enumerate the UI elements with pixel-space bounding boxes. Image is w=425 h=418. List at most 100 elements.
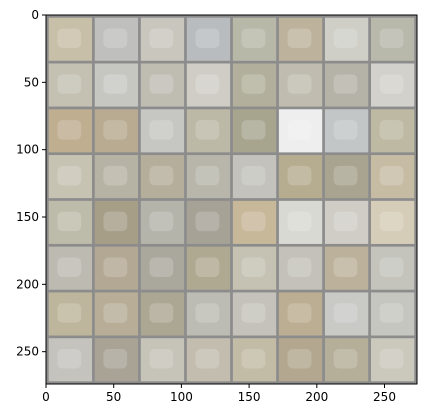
image-tile — [48, 246, 93, 290]
image-tile — [140, 109, 185, 153]
x-tick-label: 0 — [42, 390, 50, 404]
image-tile — [324, 200, 369, 244]
tile-subject — [103, 28, 128, 49]
tile-subject — [103, 120, 128, 140]
tile-subject — [195, 349, 220, 369]
image-tile — [94, 109, 139, 153]
tile-subject — [287, 349, 312, 369]
tile-subject — [149, 28, 174, 49]
image-tile — [232, 338, 277, 382]
image-tile — [324, 109, 369, 153]
image-tile — [186, 246, 231, 290]
tile-subject — [379, 74, 404, 94]
image-tile — [186, 63, 231, 107]
image-tile — [48, 200, 93, 244]
image-tile — [94, 17, 139, 61]
tile-subject — [57, 211, 82, 232]
tile-subject — [57, 120, 82, 140]
image-tile — [186, 200, 231, 244]
image-tile — [94, 155, 139, 199]
tile-subject — [57, 257, 82, 277]
x-axis: 0 50 100 150 200 250 — [42, 384, 396, 404]
image-tile — [140, 292, 185, 336]
image-tile — [140, 155, 185, 199]
image-tile — [370, 63, 415, 107]
image-tile — [324, 338, 369, 382]
image-tile — [140, 63, 185, 107]
tile-subject — [333, 165, 358, 186]
tile-subject — [379, 349, 404, 369]
image-tile — [278, 109, 323, 153]
tile-subject — [287, 74, 312, 94]
y-tick-label: 50 — [24, 75, 39, 89]
image-tile — [370, 200, 415, 244]
tile-subject — [379, 303, 404, 323]
tile-subject — [195, 165, 220, 186]
tile-subject — [287, 257, 312, 277]
image-tile — [186, 292, 231, 336]
y-tick-label: 200 — [16, 277, 39, 291]
tile-subject — [287, 211, 312, 232]
image-tile — [48, 292, 93, 336]
image-tile — [324, 17, 369, 61]
image-tile — [324, 292, 369, 336]
tile-subject — [149, 165, 174, 186]
tile-subject — [333, 211, 358, 232]
image-tile — [94, 63, 139, 107]
image-tile — [232, 292, 277, 336]
tile-subject — [333, 120, 358, 140]
image-tile — [48, 338, 93, 382]
axes-frame — [45, 14, 418, 385]
image-tile — [370, 109, 415, 153]
tile-subject — [149, 257, 174, 277]
tile-subject — [149, 74, 174, 94]
tile-subject — [103, 165, 128, 186]
image-tile — [232, 155, 277, 199]
tile-subject — [195, 74, 220, 94]
image-tile — [324, 155, 369, 199]
tile-subject — [379, 120, 404, 140]
tile-subject — [379, 165, 404, 186]
image-tile — [232, 109, 277, 153]
tile-subject — [287, 28, 312, 49]
image-tile — [232, 200, 277, 244]
image-tile — [278, 338, 323, 382]
x-tick-label: 100 — [170, 390, 193, 404]
image-tile — [48, 109, 93, 153]
x-tick-label: 200 — [305, 390, 328, 404]
tile-subject — [287, 303, 312, 323]
tile-subject — [333, 303, 358, 323]
y-tick-label: 0 — [31, 8, 39, 22]
image-tile — [278, 63, 323, 107]
image-tile — [94, 200, 139, 244]
image-tile — [48, 63, 93, 107]
y-tick-label: 100 — [16, 143, 39, 157]
x-tick-label: 150 — [238, 390, 261, 404]
tile-subject — [195, 257, 220, 277]
image-tile — [48, 155, 93, 199]
image-tile — [278, 200, 323, 244]
tile-subject — [195, 120, 220, 140]
image-tile — [278, 292, 323, 336]
tile-subject — [379, 28, 404, 49]
image-tile — [48, 17, 93, 61]
image-tile — [186, 155, 231, 199]
image-tile — [94, 338, 139, 382]
tile-subject — [195, 211, 220, 232]
tile-subject — [103, 74, 128, 94]
image-tile — [370, 155, 415, 199]
image-tiles — [46, 15, 417, 384]
tile-subject — [333, 349, 358, 369]
tile-subject — [57, 28, 82, 49]
image-tile — [232, 246, 277, 290]
image-tile — [278, 246, 323, 290]
y-tick-label: 150 — [16, 210, 39, 224]
tile-subject — [241, 303, 266, 323]
tile-subject — [57, 74, 82, 94]
tile-subject — [241, 165, 266, 186]
tile-subject — [103, 349, 128, 369]
tile-subject — [241, 211, 266, 232]
image-tile — [140, 17, 185, 61]
image-tile — [140, 338, 185, 382]
